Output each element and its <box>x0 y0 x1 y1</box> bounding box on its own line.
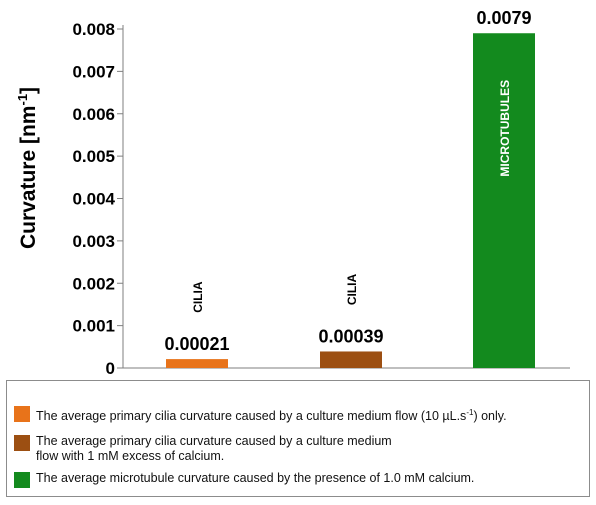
bar <box>473 33 535 369</box>
bar <box>320 351 382 368</box>
legend-label: The average microtubule curvature caused… <box>36 471 475 485</box>
legend-item-cilia-flow: The average primary cilia curvature caus… <box>14 405 584 424</box>
legend-label: The average primary cilia curvature caus… <box>36 434 392 463</box>
legend-swatch-brown <box>14 435 30 451</box>
y-tick-label: 0.008 <box>72 20 115 39</box>
bar-category-label: CILIA <box>191 281 205 313</box>
y-tick-label: 0.007 <box>72 62 115 81</box>
bar-value-label: 0.0079 <box>476 8 531 28</box>
y-axis: 0 0.001 0.002 0.003 0.004 0.005 0.006 0.007 0.00… <box>72 20 570 378</box>
y-tick-label: 0.005 <box>72 147 115 166</box>
legend-swatch-green <box>14 472 30 488</box>
legend-label: The average primary cilia curvature caus… <box>36 408 507 424</box>
y-tick-label: 0.006 <box>72 105 115 124</box>
y-tick-label: 0.003 <box>72 232 115 251</box>
bar-chart: 0 0.001 0.002 0.003 0.004 0.005 0.006 0.007 0.00… <box>15 8 570 378</box>
y-axis-label: Curvature [nm-1] <box>15 87 40 249</box>
bar-category-label: MICROTUBULES <box>498 80 512 177</box>
legend-swatch-orange <box>14 406 30 422</box>
bar-value-label: 0.00021 <box>164 334 229 354</box>
legend-item-microtubules: The average microtubule curvature caused… <box>14 471 584 488</box>
bar <box>166 359 228 368</box>
y-tick-label: 0.004 <box>72 190 115 209</box>
bar-category-label: CILIA <box>345 273 359 305</box>
legend-item-cilia-calcium: The average primary cilia curvature caus… <box>14 434 414 464</box>
y-tick-label: 0 <box>106 359 115 378</box>
bars: 0.00021 CILIA 0.00039 CILIA 0.0079 MICROTUBUL… <box>164 8 535 369</box>
bar-value-label: 0.00039 <box>318 326 383 346</box>
y-tick-label: 0.001 <box>72 317 115 336</box>
y-tick-label: 0.002 <box>72 274 115 293</box>
legend: The average primary cilia curvature caus… <box>6 380 590 497</box>
